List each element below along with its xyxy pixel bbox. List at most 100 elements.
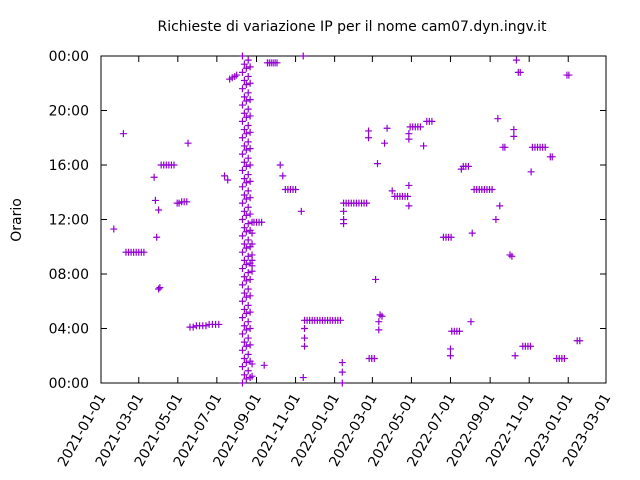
- data-point: [501, 143, 509, 151]
- data-point: [242, 162, 250, 170]
- data-point: [238, 101, 246, 109]
- data-point: [494, 115, 502, 123]
- data-point: [340, 220, 348, 228]
- data-point: [405, 181, 413, 189]
- data-point: [244, 154, 252, 162]
- data-point: [183, 198, 191, 206]
- data-point: [516, 68, 524, 76]
- data-point: [338, 379, 346, 387]
- data-point: [156, 284, 164, 292]
- data-point: [238, 216, 246, 223]
- data-point: [215, 320, 223, 328]
- data-point: [246, 341, 254, 349]
- data-point: [242, 359, 250, 367]
- data-point: [372, 275, 380, 283]
- data-point: [246, 63, 254, 71]
- data-point: [244, 301, 252, 309]
- data-point: [202, 322, 210, 330]
- data-point: [240, 273, 248, 281]
- data-point: [242, 64, 250, 72]
- data-point: [260, 361, 268, 369]
- y-tick-label: 00:00: [49, 376, 89, 392]
- data-point: [246, 275, 254, 283]
- data-point: [242, 310, 250, 318]
- data-point: [242, 342, 250, 350]
- data-point: [468, 229, 476, 237]
- data-point: [233, 71, 241, 79]
- data-point: [150, 173, 158, 181]
- data-point: [565, 71, 573, 79]
- data-point: [242, 293, 250, 301]
- data-point: [242, 260, 250, 268]
- data-point: [383, 124, 391, 132]
- data-point: [184, 139, 192, 147]
- data-point: [242, 97, 250, 105]
- data-point: [238, 134, 246, 142]
- data-point: [170, 161, 178, 169]
- data-point: [246, 145, 254, 153]
- data-point: [242, 146, 250, 154]
- data-point: [246, 177, 254, 185]
- data-point: [244, 334, 252, 342]
- data-point: [488, 186, 496, 194]
- data-point: [240, 305, 248, 313]
- data-point: [416, 123, 424, 131]
- data-point: [378, 312, 386, 320]
- data-point: [238, 117, 246, 125]
- data-point: [301, 342, 309, 350]
- data-point: [242, 195, 250, 203]
- data-point: [240, 126, 248, 134]
- data-point: [238, 150, 246, 158]
- data-point: [238, 232, 246, 240]
- data-point: [242, 375, 250, 383]
- data-point: [242, 228, 250, 236]
- data-point: [244, 171, 252, 179]
- data-point: [446, 352, 454, 360]
- data-point: [240, 371, 248, 379]
- data-point: [363, 199, 371, 207]
- data-point: [238, 248, 246, 256]
- data-point: [242, 179, 250, 187]
- data-point: [365, 134, 373, 142]
- y-tick-label: 08:00: [49, 267, 89, 283]
- data-point: [375, 318, 383, 326]
- data-point: [240, 175, 248, 183]
- y-tick-label: 12:00: [49, 213, 89, 229]
- data-point: [455, 327, 463, 335]
- data-point: [240, 158, 248, 166]
- data-point: [336, 316, 344, 324]
- data-point: [246, 161, 254, 169]
- data-point: [240, 142, 248, 150]
- data-point: [248, 240, 256, 248]
- data-point: [299, 374, 307, 382]
- data-point: [244, 138, 252, 146]
- data-point: [548, 153, 556, 161]
- data-point: [510, 126, 518, 134]
- data-point: [244, 105, 252, 113]
- data-point: [244, 285, 252, 293]
- data-point: [153, 233, 161, 241]
- data-point: [370, 354, 378, 362]
- data-point: [276, 161, 284, 169]
- data-point: [238, 199, 246, 207]
- data-point: [273, 59, 281, 67]
- data-point: [248, 360, 256, 368]
- data-point: [244, 72, 252, 80]
- data-point: [242, 244, 250, 252]
- data-point: [246, 325, 254, 332]
- y-axis-label: Orario: [9, 198, 25, 242]
- data-point: [240, 60, 248, 68]
- data-point: [242, 81, 250, 89]
- data-point: [240, 109, 248, 117]
- data-point: [340, 207, 348, 215]
- data-point: [279, 172, 287, 180]
- data-point: [240, 256, 248, 264]
- data-point: [246, 112, 254, 120]
- data-point: [242, 130, 250, 138]
- data-point: [246, 210, 254, 218]
- chart-title: Richieste di variazione IP per il nome c…: [157, 19, 547, 35]
- data-point: [244, 121, 252, 129]
- data-point: [526, 342, 534, 350]
- data-point: [155, 285, 163, 293]
